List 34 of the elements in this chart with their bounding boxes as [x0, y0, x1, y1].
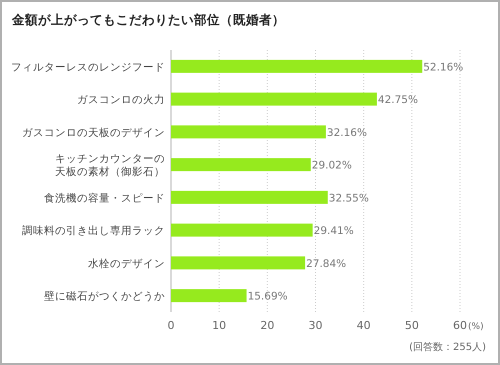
bar: [171, 125, 326, 138]
bar: [171, 224, 313, 237]
x-tick-label: 20: [260, 319, 274, 332]
y-tick-label: ガスコンロの天板のデザイン: [22, 126, 165, 139]
x-tick-label: 60: [453, 319, 467, 332]
x-tick-label: 0: [168, 319, 174, 332]
y-tick-label: 調味料の引き出し専用ラック: [22, 224, 165, 238]
text: (回答数：255人): [409, 341, 486, 353]
bar: [171, 60, 422, 73]
bar: [171, 289, 247, 302]
data-label: 27.84%: [306, 258, 346, 270]
chart-title: 金額が上がってもこだわりたい部位（既婚者）: [11, 12, 285, 27]
x-tick-label: 40: [356, 319, 371, 332]
y-tick-label: 壁に磁石がつくかどうか: [44, 290, 165, 303]
y-tick-label: キッチンカウンターの天板の素材（御影石）: [55, 153, 165, 178]
x-axis-title: (%): [468, 322, 484, 332]
x-tick-label: 10: [212, 319, 226, 332]
y-tick-label: フィルターレスのレンジフード: [11, 61, 165, 74]
x-tick-label: 50: [404, 319, 419, 332]
y-tick-label: ガスコンロの火力: [77, 93, 165, 106]
data-label: 32.16%: [326, 126, 367, 139]
data-label: 29.41%: [314, 225, 354, 238]
data-label: 32.55%: [328, 192, 369, 204]
data-label: 52.16%: [423, 61, 464, 74]
bar: [171, 256, 306, 270]
bar: [171, 190, 328, 204]
y-tick-label: 水栓のデザイン: [88, 256, 165, 270]
data-label: 15.69%: [248, 290, 288, 303]
x-tick-label: 30: [308, 319, 322, 332]
y-tick-label: 食洗機の容量・スピード: [44, 191, 165, 204]
data-label: 42.75%: [378, 94, 418, 106]
data-label: 29.02%: [312, 160, 352, 172]
bar: [171, 158, 311, 172]
bar: [171, 92, 377, 106]
